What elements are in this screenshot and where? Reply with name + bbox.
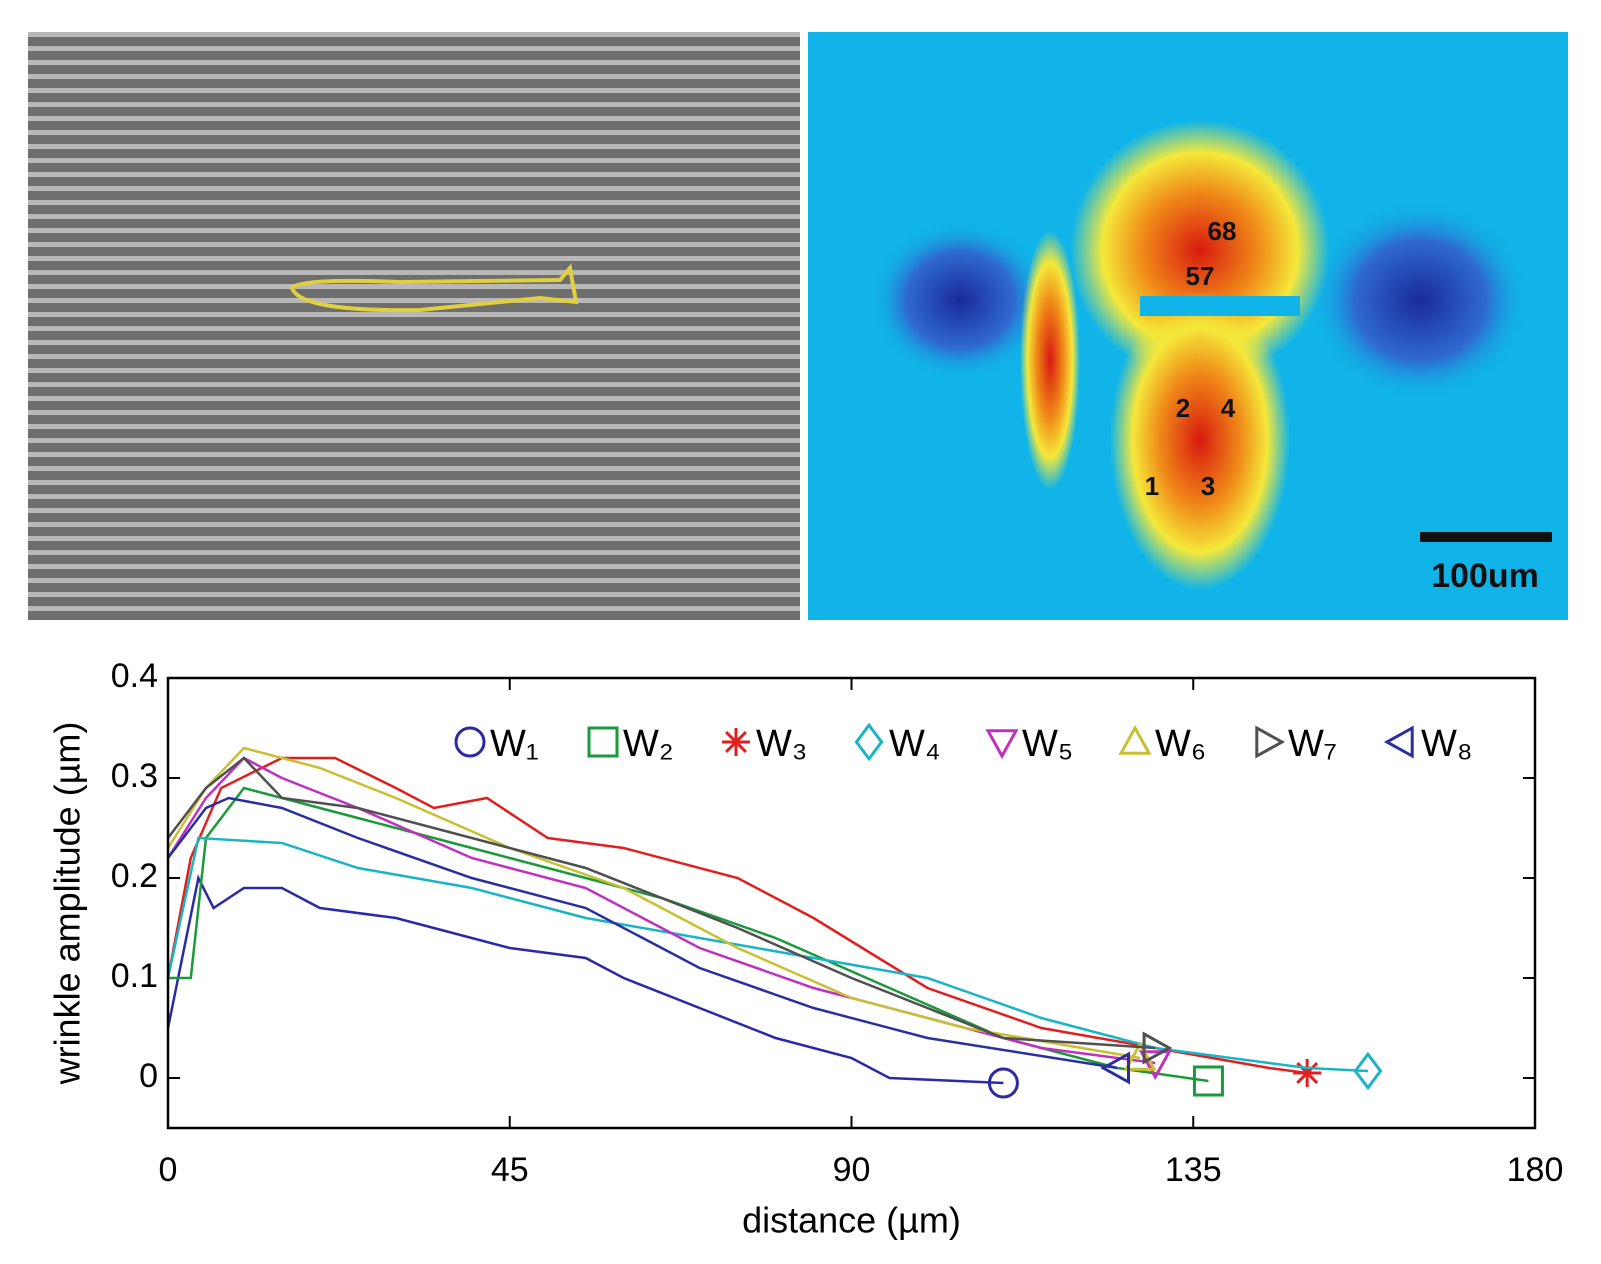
marker bbox=[1138, 1050, 1172, 1081]
marker bbox=[722, 728, 750, 756]
blob bbox=[1310, 200, 1530, 400]
y-tick-label: 0 bbox=[139, 1057, 158, 1095]
marker bbox=[987, 1067, 1019, 1099]
marker bbox=[1383, 725, 1414, 759]
legend-label: W₅ bbox=[1022, 723, 1073, 765]
chart: 0 45 90 135 180 0 0.1 0.2 0.3 0.4 distance (µm) wri… bbox=[47, 657, 1564, 1241]
legend-label: W₆ bbox=[1155, 723, 1206, 765]
marker bbox=[1123, 1040, 1157, 1071]
legend-label: W₃ bbox=[756, 723, 807, 765]
marker bbox=[1118, 724, 1152, 755]
marker bbox=[854, 722, 884, 762]
blob bbox=[1110, 290, 1290, 590]
y-tick-label: 0.2 bbox=[111, 857, 158, 895]
micrograph bbox=[28, 32, 800, 620]
legend-label: W₈ bbox=[1421, 723, 1473, 765]
x-tick-label: 180 bbox=[1507, 1151, 1564, 1189]
series-line bbox=[166, 836, 1368, 1073]
y-tick-label: 0.3 bbox=[111, 757, 158, 795]
x-tick-label: 90 bbox=[833, 1151, 871, 1189]
marker bbox=[1353, 1051, 1383, 1091]
series-line bbox=[167, 796, 1118, 1070]
outline bbox=[289, 263, 579, 313]
marker bbox=[1192, 1065, 1224, 1097]
x-tick-label: 135 bbox=[1165, 1151, 1222, 1189]
marker bbox=[1293, 1059, 1322, 1087]
marker bbox=[1142, 1031, 1173, 1065]
region-label: 3 bbox=[1201, 471, 1215, 501]
region-label: 4 bbox=[1221, 393, 1236, 423]
series-line bbox=[168, 786, 1209, 1083]
legend-label: W₄ bbox=[889, 723, 940, 765]
region-label: 57 bbox=[1186, 261, 1215, 291]
marker bbox=[1100, 1051, 1131, 1085]
marker bbox=[587, 726, 619, 758]
marker bbox=[454, 726, 486, 758]
region-label: 68 bbox=[1208, 216, 1237, 246]
y-tick-label: 0.1 bbox=[111, 957, 158, 995]
marker bbox=[1255, 725, 1286, 759]
series-line bbox=[166, 874, 1004, 1085]
x-tick-label: 0 bbox=[159, 1151, 178, 1189]
legend-label: W₁ bbox=[490, 723, 539, 765]
y-tick-label: 0.4 bbox=[111, 657, 158, 695]
gap bbox=[1140, 296, 1300, 316]
region-label: 1 bbox=[1145, 471, 1159, 501]
y-axis-label: wrinkle amplitude (µm) bbox=[47, 722, 88, 1086]
blob bbox=[1020, 230, 1080, 490]
x-tick-label: 45 bbox=[491, 1151, 529, 1189]
legend-label: W₂ bbox=[623, 723, 674, 765]
marker bbox=[985, 729, 1019, 760]
scale-bar bbox=[1420, 532, 1552, 542]
plot-frame bbox=[166, 676, 1537, 1130]
region-label: 2 bbox=[1176, 393, 1190, 423]
blob bbox=[870, 220, 1050, 380]
scale-label: 100um bbox=[1431, 557, 1539, 595]
legend-label: W₇ bbox=[1288, 723, 1337, 765]
series-line bbox=[167, 756, 1156, 1050]
x-axis-label: distance (µm) bbox=[742, 1200, 961, 1241]
